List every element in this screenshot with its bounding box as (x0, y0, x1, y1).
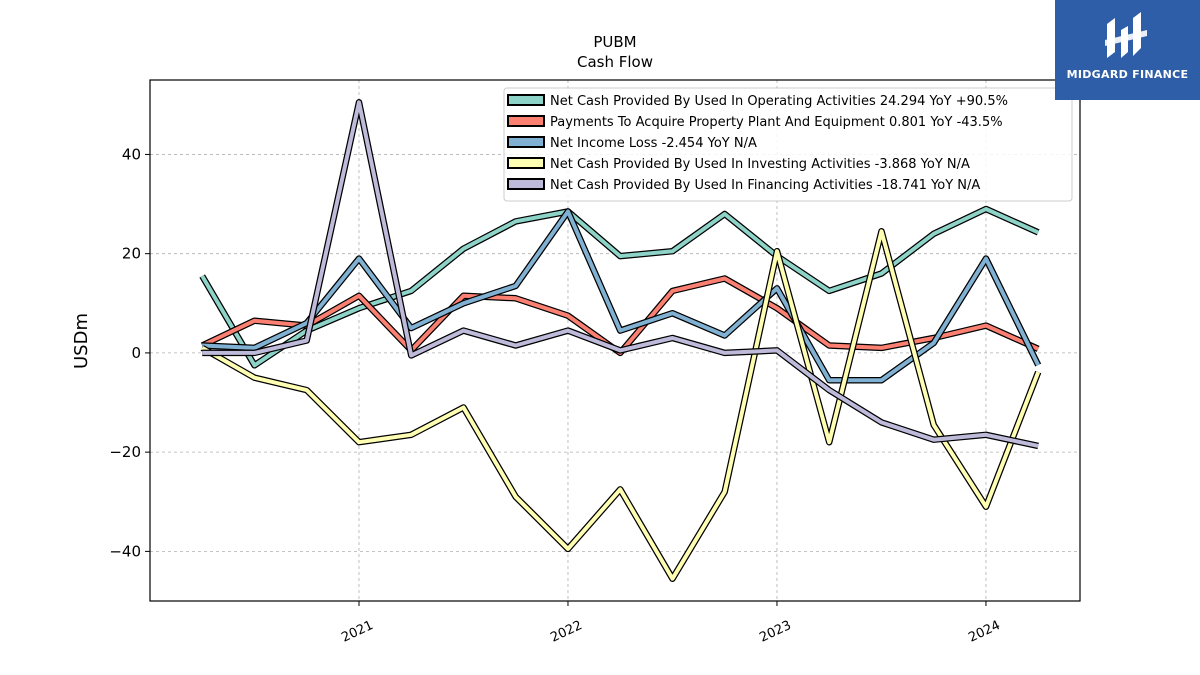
plot-area-frame (149, 79, 1081, 602)
legend-box (503, 87, 1073, 202)
legend-swatch (507, 115, 545, 127)
series-line-3 (202, 209, 1040, 383)
legend-label: Net Cash Provided By Used In Investing A… (550, 157, 970, 172)
y-tick-label: 0 (131, 344, 141, 362)
legend-swatch (507, 136, 545, 148)
x-tick-label: 2024 (966, 618, 1002, 646)
y-tick-label: −40 (109, 542, 141, 560)
x-tick-label: 2021 (339, 618, 375, 646)
legend-label: Net Income Loss -2.454 YoY N/A (550, 136, 757, 151)
logo-text: MIDGARD FINANCE (1066, 68, 1189, 81)
x-tick-label: 2022 (548, 618, 584, 646)
x-tick-label: 2023 (757, 618, 793, 646)
legend-swatch (507, 178, 545, 190)
y-tick-label: 20 (122, 245, 141, 263)
series-line-5 (202, 100, 1039, 448)
series-line-1 (200, 207, 1040, 368)
y-tick-label: −20 (109, 443, 141, 461)
legend-label: Payments To Acquire Property Plant And E… (550, 115, 1003, 130)
series-line-outline-4 (200, 228, 1042, 582)
legend-swatch (507, 94, 545, 106)
chart-subtitle: Cash Flow (577, 53, 653, 71)
legend-label: Net Cash Provided By Used In Financing A… (550, 178, 980, 193)
y-tick-label: 40 (122, 145, 141, 163)
legend-swatch (507, 157, 545, 169)
series-line-4 (201, 229, 1041, 581)
midgard-logo-icon (1105, 12, 1147, 58)
series-lines (199, 99, 1042, 582)
y-axis-label: USDm (71, 313, 92, 369)
legend: Net Cash Provided By Used In Operating A… (503, 87, 1073, 202)
chart-title: PUBM (593, 33, 636, 51)
axis-ticks: −40 −20 0 20 40 2021 2022 2023 2024 (109, 145, 1002, 645)
legend-label: Net Cash Provided By Used In Operating A… (550, 94, 1008, 109)
midgard-finance-logo: MIDGARD FINANCE (1055, 0, 1200, 100)
